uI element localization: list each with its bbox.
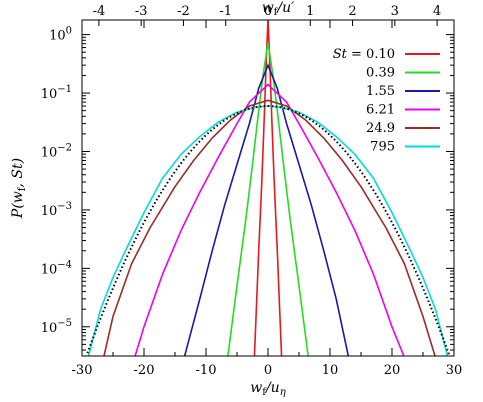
y-tick-label: 10−5 <box>41 318 72 336</box>
x-axis-label: wf/uη <box>250 380 285 398</box>
x-tick-label: -30 <box>72 363 93 378</box>
series-line-0.10 <box>253 20 283 356</box>
legend-label: 795 <box>370 140 395 155</box>
top-tick-label: 3 <box>391 4 399 19</box>
x-tick-label: 0 <box>264 363 272 378</box>
left-axis: 100 10−1 10−2 10−3 10−4 10−5 <box>41 26 454 351</box>
gaussian-reference-line <box>85 104 451 356</box>
top-tick-label: 4 <box>433 4 441 19</box>
y-tick-label: 10−3 <box>41 201 72 219</box>
y-tick-label: 100 <box>49 26 72 44</box>
x-tick-label: 30 <box>446 363 463 378</box>
series-line-24.9 <box>103 99 436 356</box>
top-axis-label: wf/u′ <box>262 0 295 18</box>
top-tick-label: 2 <box>348 4 356 19</box>
legend-label: 0.39 <box>366 66 395 81</box>
y-tick-label: 10−4 <box>41 259 72 277</box>
bottom-axis: -30 -20 -10 0 10 20 30 <box>72 20 463 378</box>
x-tick-label: 10 <box>322 363 339 378</box>
legend-label: 6.21 <box>366 103 395 118</box>
top-tick-label: 1 <box>306 4 314 19</box>
legend-label: St = 0.10 <box>333 47 395 62</box>
y-tick-label: 10−1 <box>41 84 72 102</box>
top-tick-label: -2 <box>177 4 190 19</box>
legend: St = 0.10 0.39 1.55 6.21 24.9 795 <box>333 47 440 155</box>
top-tick-label: -3 <box>135 4 148 19</box>
top-tick-label: -4 <box>93 4 106 19</box>
plot-frame <box>81 19 455 357</box>
top-tick-label: 0 <box>264 4 272 19</box>
y-tick-label: 10−2 <box>41 142 72 160</box>
legend-label: 24.9 <box>366 121 395 136</box>
y-axis-label: P(wf, St) <box>10 158 28 219</box>
plot-area <box>85 20 451 356</box>
series-line-1.55 <box>183 63 350 356</box>
top-tick-label: -1 <box>219 4 232 19</box>
series-line-0.39 <box>227 42 309 356</box>
series-line-6.21 <box>134 83 405 356</box>
x-tick-label: 20 <box>384 363 401 378</box>
x-tick-label: -10 <box>196 363 217 378</box>
legend-label: 1.55 <box>366 84 395 99</box>
x-tick-label: -20 <box>134 363 155 378</box>
